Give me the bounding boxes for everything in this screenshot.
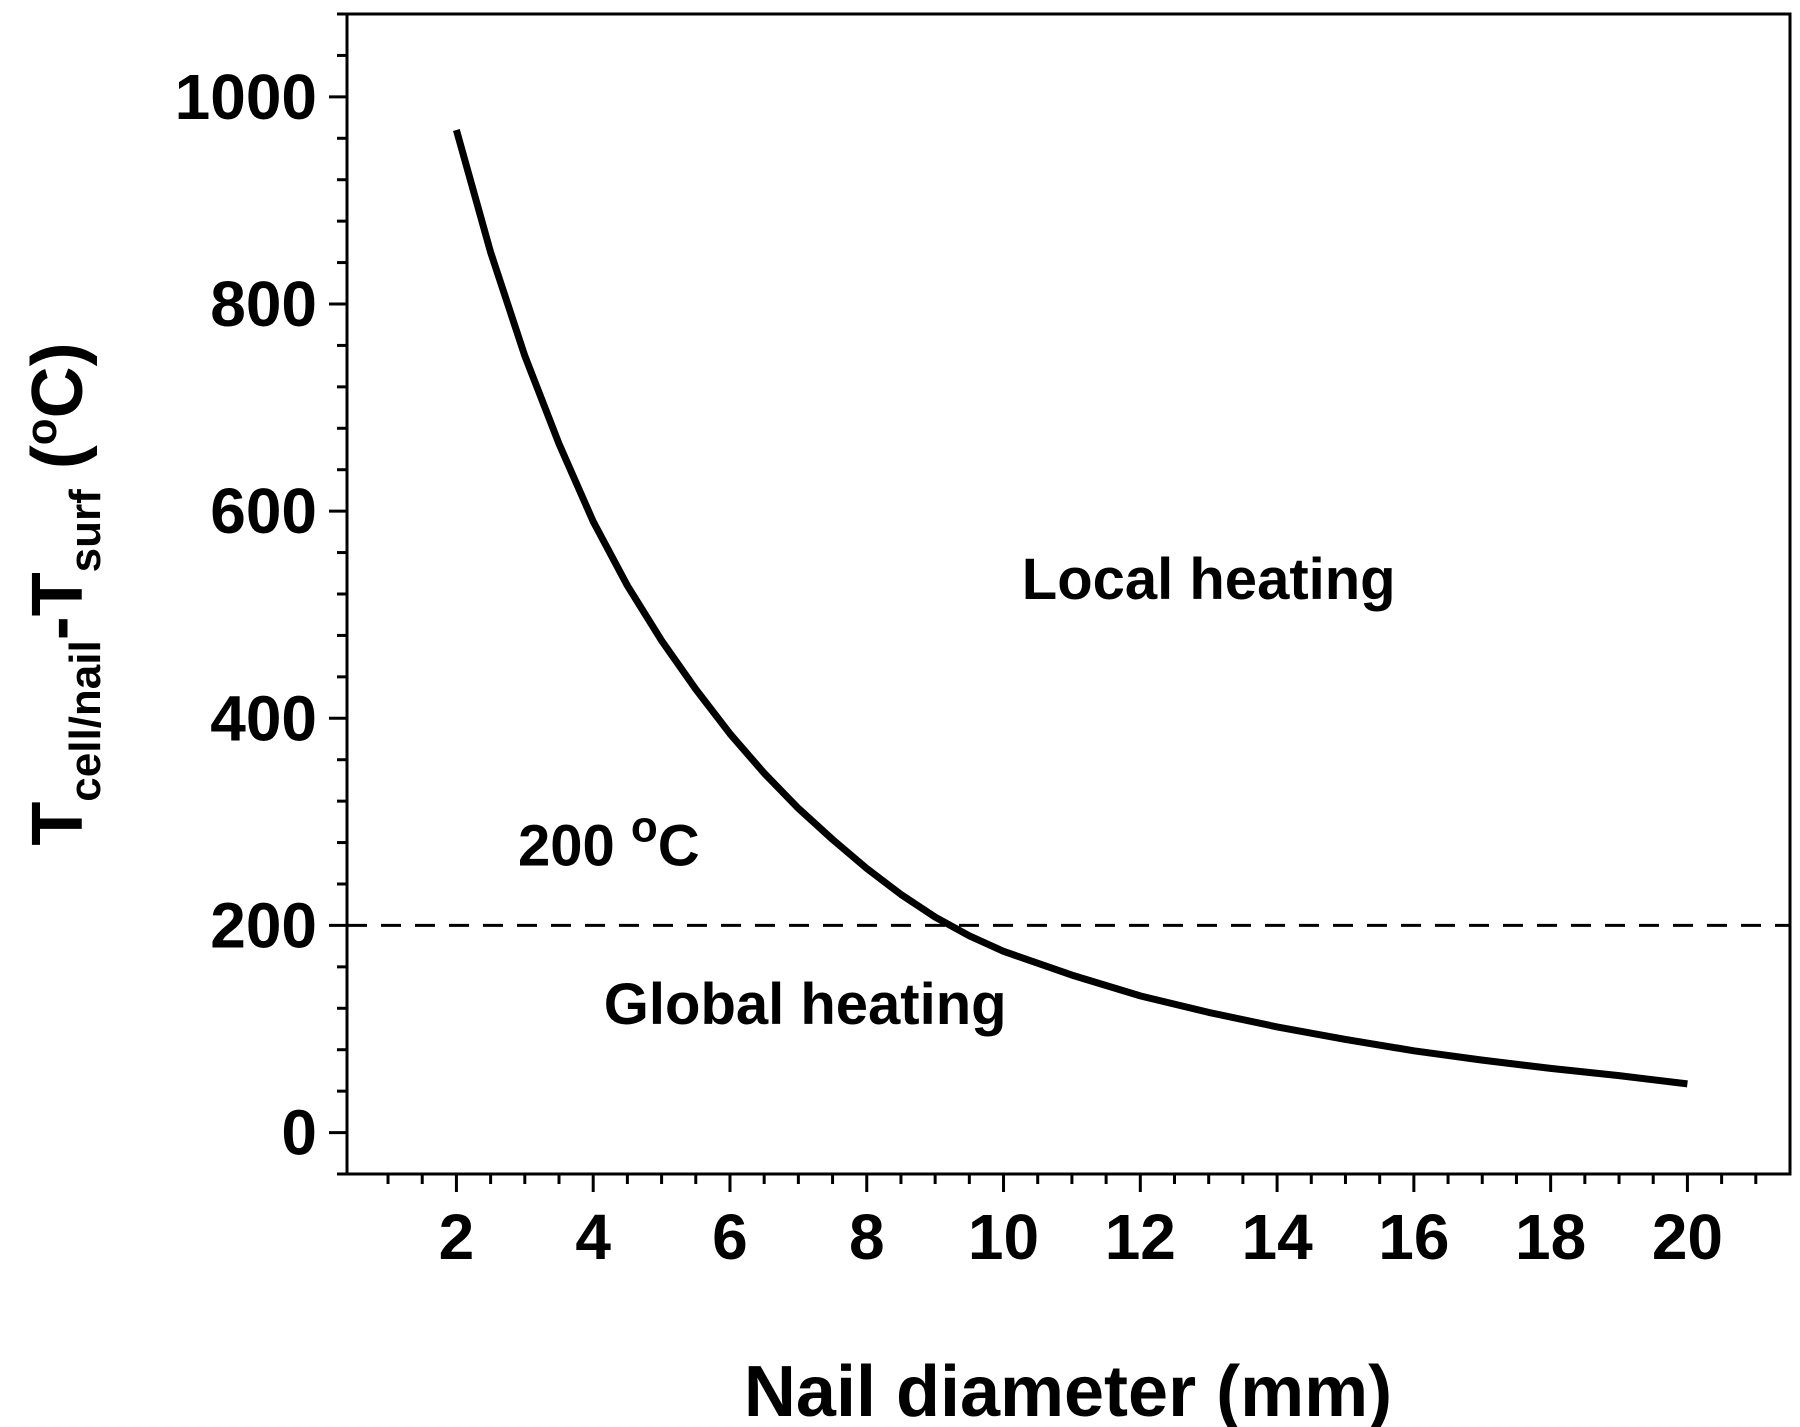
annotation-200c: 200 oC: [518, 802, 700, 878]
annotation-200c-tail: C: [658, 813, 700, 878]
x-axis-title: Nail diameter (mm): [744, 1352, 1392, 1427]
series-line: [453, 129, 1688, 1088]
y-tick-label: 800: [210, 268, 317, 340]
x-tick-label: 10: [968, 1201, 1039, 1273]
annotation-200c-main: 200: [518, 813, 631, 878]
y-axis-title-sub2: surf: [61, 489, 110, 572]
x-tick-label: 2: [439, 1201, 475, 1273]
y-tick-label: 200: [210, 889, 317, 961]
y-axis-title-main2: -T: [18, 572, 98, 640]
axis-ticks: [329, 12, 1758, 1192]
annotation-local-heating: Local heating: [1022, 547, 1396, 612]
y-axis-title-close: C): [18, 342, 98, 418]
y-tick-label: 0: [281, 1097, 317, 1169]
x-tick-label: 16: [1378, 1201, 1449, 1273]
annotation-200c-sup: o: [631, 802, 658, 851]
x-tick-label: 4: [575, 1201, 611, 1273]
y-tick-label: 400: [210, 682, 317, 754]
x-tick-label: 8: [849, 1201, 885, 1273]
y-axis-title: Tcell/nail-Tsurf (oC): [17, 342, 110, 845]
x-tick-label: 18: [1515, 1201, 1586, 1273]
y-axis-title-open: (: [18, 445, 98, 489]
x-tick-label: 6: [712, 1201, 748, 1273]
y-axis-title-sub1: cell/nail: [61, 640, 110, 801]
annotation-global-heating: Global heating: [604, 972, 1007, 1037]
x-tick-label: 20: [1652, 1201, 1723, 1273]
x-tick-label: 12: [1105, 1201, 1176, 1273]
y-tick-label: 600: [210, 475, 317, 547]
y-tick-label: 1000: [175, 61, 317, 133]
x-tick-label: 14: [1241, 1201, 1313, 1273]
y-axis-title-sup: o: [17, 418, 66, 445]
y-axis-title-main1: T: [18, 802, 98, 846]
